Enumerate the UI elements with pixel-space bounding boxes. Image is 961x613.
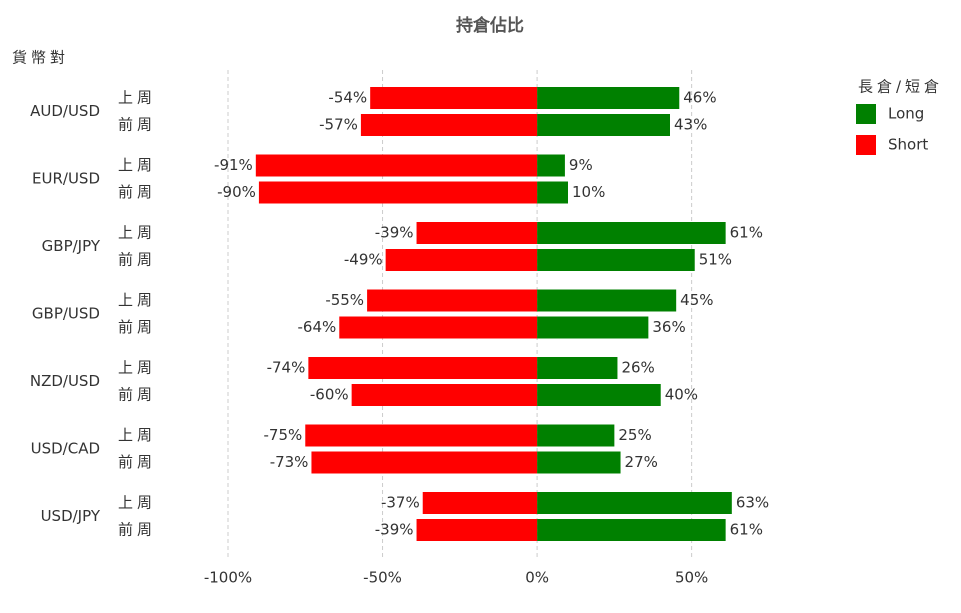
value-label: -73% — [270, 453, 309, 471]
bar — [305, 424, 538, 447]
category-label: 前周 — [118, 251, 156, 269]
value-label: -39% — [375, 224, 414, 242]
bar — [537, 87, 680, 109]
legend-title: 長倉/短倉 — [858, 78, 943, 96]
value-label: 46% — [683, 89, 716, 107]
legend-swatch — [856, 104, 876, 124]
value-label: 63% — [736, 494, 769, 512]
value-label: 36% — [652, 318, 685, 336]
category-label: 上周 — [118, 291, 156, 309]
value-label: 9% — [569, 156, 593, 174]
bar — [370, 87, 538, 109]
x-tick-label: 0% — [525, 569, 549, 587]
value-label: -49% — [344, 251, 383, 269]
value-label: -37% — [381, 494, 420, 512]
legend-label: Short — [888, 136, 928, 154]
value-label: 61% — [730, 224, 763, 242]
value-label: 51% — [699, 251, 732, 269]
value-label: 27% — [625, 453, 658, 471]
x-tick-label: -50% — [363, 569, 402, 587]
bar — [537, 154, 565, 177]
value-label: -74% — [267, 359, 306, 377]
category-label: 上周 — [118, 359, 156, 377]
value-label: 25% — [618, 426, 651, 444]
category-label: 上周 — [118, 89, 156, 107]
bar — [537, 519, 726, 541]
group-label: NZD/USD — [30, 372, 100, 390]
x-tick-label: -100% — [204, 569, 252, 587]
value-label: -39% — [375, 521, 414, 539]
value-label: -55% — [325, 291, 364, 309]
group-label: USD/JPY — [41, 507, 101, 525]
group-label: GBP/JPY — [42, 237, 101, 255]
bar — [537, 384, 661, 406]
bar — [360, 114, 538, 136]
bar — [537, 181, 568, 204]
group-label: EUR/USD — [32, 170, 100, 188]
bar — [537, 357, 618, 379]
bar — [351, 384, 538, 406]
category-label: 前周 — [118, 183, 156, 201]
legend-swatch — [856, 135, 876, 155]
category-label: 上周 — [118, 426, 156, 444]
category-label: 前周 — [118, 116, 156, 134]
bar — [311, 451, 538, 474]
bar — [422, 492, 538, 514]
value-label: 43% — [674, 116, 707, 134]
value-label: -91% — [214, 156, 253, 174]
group-label: USD/CAD — [31, 440, 100, 458]
category-label: 前周 — [118, 318, 156, 336]
bar — [367, 289, 538, 312]
bar — [537, 114, 670, 136]
group-label: AUD/USD — [30, 102, 100, 120]
category-label: 前周 — [118, 453, 156, 471]
category-label: 前周 — [118, 386, 156, 404]
chart-title: 持倉佔比 — [456, 15, 524, 36]
category-label: 上周 — [118, 224, 156, 242]
bar — [255, 154, 538, 177]
category-label: 上周 — [118, 156, 156, 174]
bar — [258, 181, 538, 204]
value-label: -90% — [217, 183, 256, 201]
bar — [537, 289, 677, 312]
value-label: -64% — [298, 318, 337, 336]
value-label: 10% — [572, 183, 605, 201]
bar — [537, 451, 621, 474]
bar — [537, 492, 732, 514]
value-label: 26% — [621, 359, 654, 377]
value-label: -54% — [328, 89, 367, 107]
value-label: 61% — [730, 521, 763, 539]
legend-label: Long — [888, 105, 924, 123]
x-tick-label: 50% — [675, 569, 708, 587]
value-label: -57% — [319, 116, 358, 134]
bar — [537, 424, 615, 447]
value-label: 45% — [680, 291, 713, 309]
bar — [416, 519, 538, 541]
bar — [339, 316, 538, 339]
bar — [537, 249, 695, 271]
value-label: -60% — [310, 386, 349, 404]
bar — [537, 316, 649, 339]
value-label: -75% — [264, 426, 303, 444]
category-label: 前周 — [118, 521, 156, 539]
bar — [385, 249, 538, 271]
group-label: GBP/USD — [32, 305, 100, 323]
category-label: 上周 — [118, 494, 156, 512]
bar — [537, 222, 726, 244]
value-label: 40% — [665, 386, 698, 404]
bar — [416, 222, 538, 244]
bar — [308, 357, 538, 379]
y-axis-label: 貨幣對 — [12, 49, 69, 67]
